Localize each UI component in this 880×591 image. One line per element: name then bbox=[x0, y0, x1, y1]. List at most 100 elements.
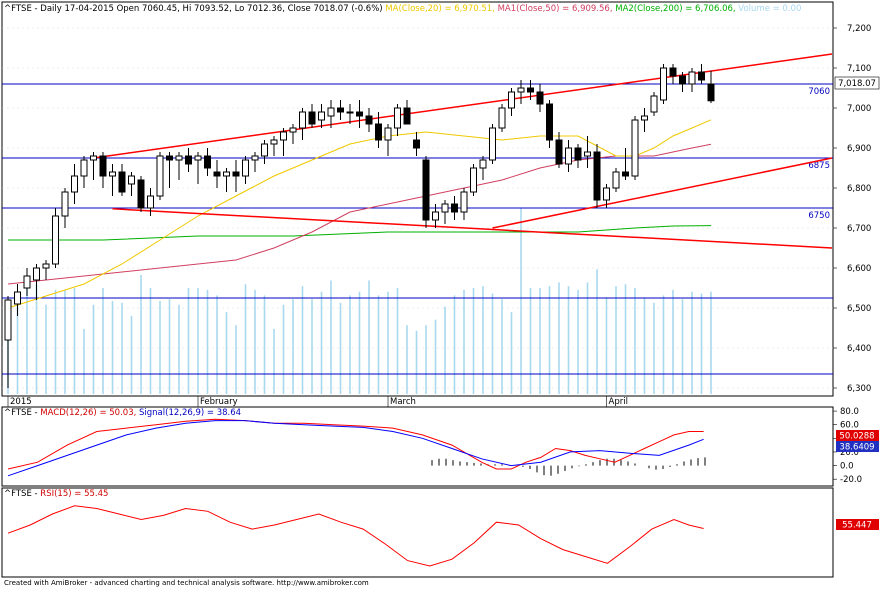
price-tick-label: 6,700 bbox=[847, 224, 871, 234]
candle-body-down bbox=[232, 171, 240, 177]
candle-body-up bbox=[71, 175, 78, 193]
candle bbox=[612, 168, 620, 192]
price-tick-label: 6,400 bbox=[847, 344, 871, 354]
volume-bars bbox=[7, 208, 712, 394]
candle bbox=[346, 104, 354, 124]
candle bbox=[23, 268, 31, 296]
candle-body-up bbox=[460, 191, 468, 213]
ma200-line bbox=[8, 225, 712, 241]
candle bbox=[574, 144, 582, 168]
rsi-badge-text: 55.447 bbox=[842, 521, 872, 531]
candle-body-up bbox=[394, 107, 401, 129]
rsi-badge: 55.447 bbox=[836, 519, 879, 531]
candle-body-down bbox=[574, 147, 582, 161]
candle bbox=[42, 260, 50, 280]
candle bbox=[280, 128, 287, 156]
signal-line bbox=[7, 420, 704, 477]
candle-body-down bbox=[707, 83, 715, 102]
x-tick-label: February bbox=[200, 397, 238, 407]
candle-body-down bbox=[204, 155, 211, 169]
candle-body-up bbox=[641, 115, 648, 121]
close-badge-text: 7,018.07 bbox=[838, 79, 876, 89]
price-tick-label: 6,900 bbox=[847, 144, 871, 154]
candle-body-up bbox=[23, 275, 31, 289]
signal-badge-text: 38.6409 bbox=[839, 443, 874, 453]
candle bbox=[52, 208, 59, 268]
candle-body-up bbox=[508, 91, 515, 109]
footer-credit: Created with AmiBroker - advanced charti… bbox=[4, 579, 369, 587]
candle bbox=[194, 152, 202, 184]
candle bbox=[71, 164, 78, 204]
x-tick-label: April bbox=[609, 397, 628, 407]
candle bbox=[650, 92, 658, 116]
candle-body-up bbox=[14, 291, 21, 305]
candle bbox=[669, 64, 677, 84]
candle bbox=[365, 108, 373, 132]
candle-body-down bbox=[593, 151, 601, 201]
candle bbox=[555, 132, 563, 168]
candle bbox=[546, 100, 553, 148]
close-badge: 7,018.07 bbox=[834, 76, 880, 90]
candle-body-up bbox=[251, 155, 259, 161]
price-tick-label: 7,100 bbox=[847, 64, 871, 74]
trendlines bbox=[93, 53, 833, 249]
candle bbox=[565, 140, 572, 172]
candle bbox=[660, 64, 667, 104]
moving-averages bbox=[7, 119, 712, 309]
macd-badge-text: 50.0288 bbox=[839, 432, 874, 442]
candle bbox=[261, 140, 268, 164]
candle bbox=[622, 148, 629, 180]
candle-body-up bbox=[688, 71, 696, 85]
candle-body-down bbox=[403, 107, 411, 125]
candle-body-down bbox=[527, 87, 534, 93]
candle bbox=[175, 152, 183, 180]
candle bbox=[517, 80, 525, 104]
candle-body-down bbox=[422, 159, 430, 221]
candle-body-down bbox=[546, 103, 553, 141]
candle-body-down bbox=[365, 115, 373, 125]
candle bbox=[147, 188, 154, 216]
price-tick-label: 7,000 bbox=[847, 104, 871, 114]
candle bbox=[356, 100, 363, 128]
candle bbox=[185, 148, 192, 172]
level-label: 6875 bbox=[808, 161, 830, 171]
candle-body-up bbox=[52, 215, 59, 265]
candle-body-up bbox=[470, 167, 477, 193]
candle bbox=[489, 124, 496, 164]
candle-body-up bbox=[327, 107, 335, 117]
candle-body-up bbox=[80, 159, 88, 177]
candle-body-up bbox=[109, 171, 116, 177]
candle bbox=[223, 168, 230, 192]
candle bbox=[470, 164, 477, 196]
candle-body-down bbox=[213, 171, 221, 177]
price-axis: 6,300 6,400 6,500 6,600 6,700 6,800 6,900 7,000… bbox=[833, 24, 871, 394]
trendline bbox=[93, 53, 833, 159]
candle bbox=[441, 200, 449, 224]
candle bbox=[204, 148, 211, 176]
candle-body-down bbox=[536, 91, 544, 105]
macd-pane-frame bbox=[1, 406, 834, 487]
macd-title: ^FTSE - MACD(12,26) = 50.03, Signal(12,2… bbox=[4, 408, 241, 418]
candle-body-up bbox=[223, 171, 230, 177]
candle-body-down bbox=[137, 179, 145, 209]
candle bbox=[394, 104, 401, 136]
candle bbox=[289, 124, 297, 144]
ma20-line bbox=[7, 119, 712, 309]
macd-tick-label: 0.0 bbox=[840, 462, 854, 472]
candle-body-down bbox=[185, 155, 192, 165]
candle bbox=[422, 156, 430, 228]
candle-body-down bbox=[555, 139, 563, 165]
candle bbox=[641, 108, 648, 132]
candle-body-down bbox=[166, 155, 173, 161]
candle-body-up bbox=[280, 131, 287, 141]
candle bbox=[432, 204, 439, 228]
candle bbox=[508, 88, 515, 116]
candle bbox=[232, 160, 240, 192]
candle-body-up bbox=[479, 159, 487, 169]
candle-body-up bbox=[33, 267, 40, 281]
candle bbox=[299, 108, 306, 140]
x-tick-label: 2015 bbox=[10, 397, 32, 407]
candle bbox=[603, 184, 610, 208]
candle-body-up bbox=[42, 263, 50, 269]
